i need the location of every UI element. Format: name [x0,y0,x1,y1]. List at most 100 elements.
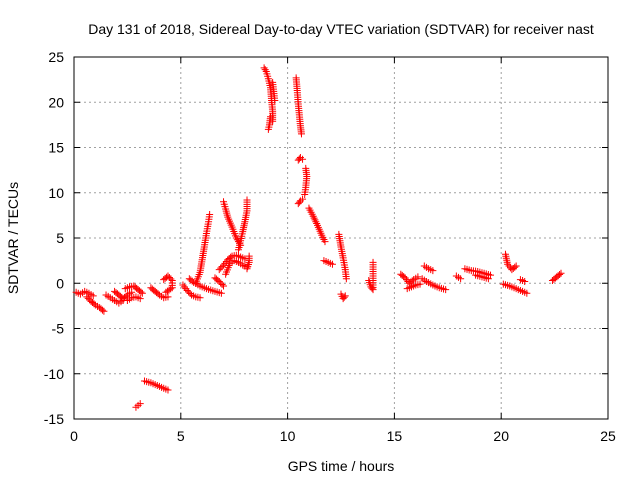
data-point [154,290,162,298]
data-point [136,295,144,303]
data-point [506,264,514,272]
data-point [309,212,317,220]
data-point [403,276,411,284]
data-point [234,246,242,254]
data-point [164,386,172,394]
y-tick-label: -10 [44,366,64,382]
data-point [484,275,492,283]
data-point [84,294,92,302]
data-point [312,218,320,226]
data-point [218,280,226,288]
data-point [165,274,173,282]
tick-labels: 0 5 10 15 20 25 -15 -10 -5 0 5 10 15 20 25 [44,49,616,444]
data-point [215,266,223,274]
data-point [328,260,336,268]
data-point [90,300,98,308]
data-point [167,275,175,283]
data-point [442,286,450,294]
data-point [163,287,171,295]
data-point [457,275,465,283]
data-point [310,214,318,222]
x-tick-label: 0 [70,428,78,444]
data-point [217,289,225,297]
data-point [408,277,416,285]
data-point [512,262,520,270]
data-point [313,220,321,228]
y-tick-label: 25 [48,49,64,65]
data-point [217,279,225,287]
data-point [180,283,188,291]
data-point [511,263,519,271]
data-point [185,288,193,296]
data-point [368,284,376,292]
data-point [215,277,223,285]
x-tick-label: 15 [387,428,403,444]
x-tick-label: 5 [177,428,185,444]
data-points [72,64,565,411]
data-point [321,238,329,246]
axis-ticks [74,57,608,419]
data-point [299,195,307,203]
data-point [260,64,268,72]
data-point [217,264,225,272]
data-point [264,125,272,133]
data-point [89,292,97,300]
data-point [401,274,409,282]
data-point [369,258,377,266]
data-point [416,280,424,288]
y-tick-label: 5 [56,230,64,246]
data-point [183,286,191,294]
data-point [196,294,204,302]
y-tick-label: 15 [48,140,64,156]
data-point [342,275,350,283]
x-tick-label: 20 [493,428,509,444]
data-point [505,262,513,270]
chart-title: Day 131 of 2018, Sidereal Day-to-day VTE… [88,21,594,37]
data-point [164,293,172,301]
data-point [556,271,564,279]
data-point [137,288,145,296]
data-point [241,255,249,263]
data-point [186,290,194,298]
data-point [98,306,106,314]
data-point [179,281,187,289]
data-point [100,307,108,315]
data-point [182,285,190,293]
data-point [122,292,130,300]
data-point [162,288,170,296]
data-point [206,210,214,218]
data-point [297,130,305,138]
data-point [557,269,565,277]
data-point [404,277,412,285]
x-axis-label: GPS time / hours [288,458,395,474]
y-tick-label: 0 [56,275,64,291]
x-tick-label: 25 [600,428,616,444]
y-tick-label: -15 [44,411,64,427]
data-point [299,155,307,163]
data-point [261,66,269,74]
y-tick-label: 20 [48,94,64,110]
data-point [429,267,437,275]
data-point [164,272,172,280]
data-point [271,96,279,104]
data-point [523,289,531,297]
data-point [83,293,91,301]
data-point [340,293,348,301]
gridlines [74,57,608,419]
data-point [400,273,408,281]
data-point [301,191,309,199]
data-point [341,292,349,300]
data-point [138,289,146,297]
data-point [504,260,512,268]
y-tick-label: 10 [48,185,64,201]
data-point [487,271,495,279]
data-point [227,253,235,261]
data-point [414,273,422,281]
x-tick-label: 10 [280,428,296,444]
data-point [295,198,303,206]
data-point [311,216,319,224]
data-point [521,277,529,285]
data-point [136,400,144,408]
y-axis-label: SDTVAR / TECUs [5,182,21,294]
